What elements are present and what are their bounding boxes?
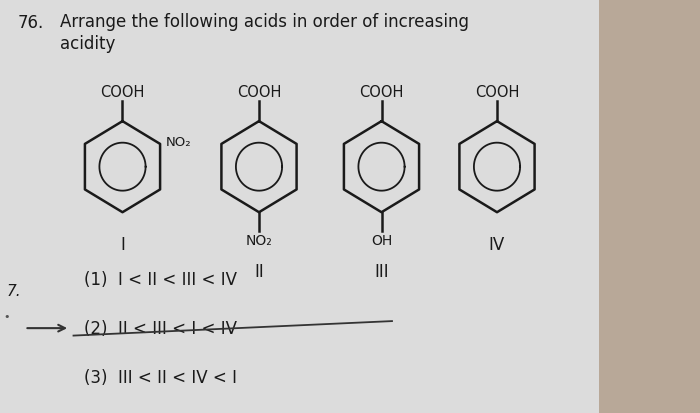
Text: NO₂: NO₂ (166, 136, 191, 149)
Text: III: III (374, 262, 388, 280)
Bar (0, 0, 598, 413)
Text: COOH: COOH (359, 85, 404, 100)
Text: II: II (254, 262, 264, 280)
Text: COOH: COOH (237, 85, 281, 100)
Text: (3)  III < II < IV < I: (3) III < II < IV < I (84, 368, 237, 386)
Text: COOH: COOH (475, 85, 519, 100)
Text: COOH: COOH (100, 85, 145, 100)
Text: NO₂: NO₂ (246, 233, 272, 247)
Text: •: • (4, 311, 10, 321)
Text: IV: IV (489, 235, 505, 253)
Text: acidity: acidity (60, 35, 115, 52)
Text: Arrange the following acids in order of increasing: Arrange the following acids in order of … (60, 13, 468, 31)
Text: (2)  II < III < I < IV: (2) II < III < I < IV (84, 319, 237, 337)
Text: OH: OH (371, 233, 392, 247)
Text: 7.: 7. (7, 284, 22, 299)
Text: I: I (120, 235, 125, 253)
Text: (1)  I < II < III < IV: (1) I < II < III < IV (84, 271, 237, 288)
Text: 76.: 76. (18, 14, 43, 32)
